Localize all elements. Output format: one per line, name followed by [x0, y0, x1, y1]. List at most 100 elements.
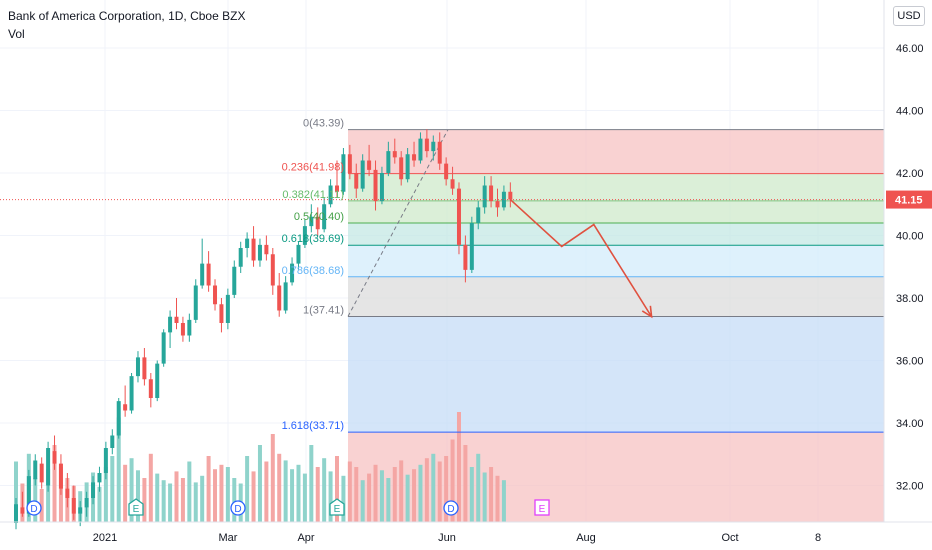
marker-label: E: [539, 504, 546, 515]
marker-label: E: [334, 504, 341, 515]
candle-body: [328, 185, 333, 205]
volume-bar: [309, 445, 314, 522]
fib-zone: [348, 432, 884, 522]
volume-bar: [39, 489, 44, 522]
volume-bar: [33, 478, 38, 522]
earnings-upcoming-marker[interactable]: E: [534, 499, 550, 516]
candle-body: [270, 254, 275, 286]
marker-badge: [128, 498, 144, 516]
candle-body: [283, 282, 288, 311]
candle-body: [225, 294, 230, 323]
volume-bar: [148, 453, 153, 522]
volume-bar: [206, 456, 211, 522]
volume-bar: [110, 456, 115, 522]
candle-body: [168, 316, 173, 333]
candle-body: [302, 226, 307, 245]
fibonacci-zones: [348, 129, 884, 522]
candle: [251, 226, 256, 267]
candle-body: [418, 138, 423, 161]
volume-bar: [476, 453, 481, 522]
candle: [463, 235, 468, 283]
marker-label: D: [234, 504, 241, 515]
candle-body: [193, 285, 198, 320]
candle: [444, 157, 449, 186]
marker-badge: [534, 499, 550, 516]
volume-bar: [495, 475, 500, 522]
candle: [103, 441, 108, 480]
fibonacci-trendline: [347, 129, 449, 317]
volume-bar: [193, 482, 198, 522]
candle-body: [14, 504, 18, 523]
candle-body: [84, 498, 89, 508]
volume-bar: [135, 470, 140, 522]
volume-bar: [328, 471, 333, 522]
volume-bar: [245, 456, 250, 522]
candle-body: [26, 476, 31, 514]
volume-label: Vol: [8, 27, 25, 41]
dividend-marker[interactable]: D: [230, 500, 246, 516]
candle: [412, 141, 417, 167]
candle: [290, 257, 295, 286]
volume-bar: [315, 467, 320, 522]
candle: [116, 398, 121, 439]
candle: [142, 348, 147, 386]
candle: [213, 279, 218, 311]
candle: [277, 273, 282, 317]
candle-body: [508, 191, 513, 200]
earnings-marker[interactable]: E: [128, 498, 144, 516]
candle-body: [91, 482, 96, 498]
candle-body: [71, 498, 76, 514]
candle: [110, 429, 115, 455]
dividend-marker[interactable]: D: [443, 500, 459, 516]
candle-body: [335, 185, 339, 192]
candle-body: [135, 357, 140, 377]
earnings-marker[interactable]: E: [329, 498, 345, 516]
candle-body: [463, 244, 468, 270]
candle-body: [52, 451, 57, 464]
candle: [187, 313, 192, 342]
fibonacci-levels: [348, 129, 884, 433]
fib-level-label: 0.382(41.11): [282, 189, 344, 201]
volume-bar: [450, 439, 455, 522]
candle: [52, 435, 57, 470]
candle: [257, 238, 262, 267]
candle-body: [65, 488, 70, 498]
candle-body: [392, 151, 397, 158]
y-tick-label: 44.00: [896, 106, 924, 118]
volume-bar: [46, 469, 51, 522]
candle-body: [238, 248, 243, 267]
x-tick-label: Oct: [721, 532, 738, 544]
candle: [392, 138, 397, 164]
volume-bar: [418, 464, 423, 522]
currency-button[interactable]: USD: [893, 6, 925, 26]
volume-bar: [180, 478, 185, 522]
y-tick-label: 34.00: [896, 418, 924, 430]
volume-bar: [264, 461, 269, 522]
candle: [347, 144, 352, 180]
candle: [315, 207, 320, 236]
fib-level-label: 0.5(40.40): [294, 211, 344, 223]
candle: [14, 498, 18, 530]
volume-bar: [501, 480, 506, 522]
volume-bar: [251, 471, 256, 522]
candle-body: [39, 463, 44, 483]
volume-bar: [360, 480, 365, 522]
candle-body: [379, 173, 384, 202]
volume-bar: [225, 467, 230, 522]
candle: [296, 241, 301, 270]
candle: [33, 454, 38, 486]
candle-body: [367, 160, 372, 170]
y-tick-label: 42.00: [896, 168, 924, 180]
candle-body: [476, 207, 481, 223]
volume-bar: [174, 471, 179, 522]
candle: [328, 179, 333, 208]
volume-bar: [187, 461, 192, 522]
dividend-marker[interactable]: D: [26, 500, 42, 516]
candle-body: [206, 263, 211, 286]
volume-bar: [463, 445, 468, 522]
fib-zone: [348, 223, 884, 246]
candle: [20, 491, 25, 517]
last-price-label: 41.15: [895, 195, 923, 207]
volume-bar: [373, 464, 378, 522]
